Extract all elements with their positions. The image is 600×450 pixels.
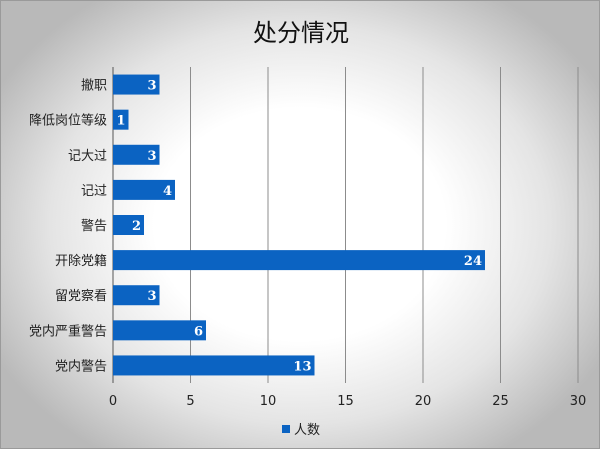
category-label: 留党察看 [55,288,107,304]
bar [113,320,206,341]
data-label: 1 [116,114,125,129]
category-label: 警告 [81,218,107,234]
bar [113,355,315,376]
x-tick-label: 0 [109,394,117,409]
bar [113,215,144,235]
category-label: 记过 [81,184,107,199]
category-label: 撤职 [81,78,107,94]
data-label: 24 [464,254,482,269]
data-label: 6 [194,324,203,339]
category-label: 记大过 [68,149,107,164]
legend-swatch [281,424,290,433]
bar [113,250,485,271]
x-tick-label: 5 [186,394,194,409]
chart-title: 处分情况 [253,19,349,47]
x-tick-label: 30 [570,394,587,409]
x-tick-label: 20 [415,394,432,409]
bar [113,144,160,165]
category-label: 党内严重警告 [29,323,107,339]
x-tick-label: 25 [492,394,509,409]
x-tick-label: 15 [337,394,354,409]
data-label: 2 [132,219,141,234]
data-label: 3 [147,289,156,304]
data-label: 4 [163,184,172,199]
bar [113,74,160,95]
legend: 人数 [1,419,600,438]
x-tick-label: 10 [260,394,277,409]
category-label: 党内警告 [55,358,107,374]
bar [113,285,160,306]
data-label: 13 [293,359,311,374]
category-label: 开除党籍 [55,253,107,269]
bar [113,179,175,200]
bar [113,109,129,130]
data-label: 3 [147,149,156,164]
category-label: 降低岗位等级 [29,113,107,129]
data-label: 3 [147,79,156,94]
legend-label: 人数 [293,423,320,438]
